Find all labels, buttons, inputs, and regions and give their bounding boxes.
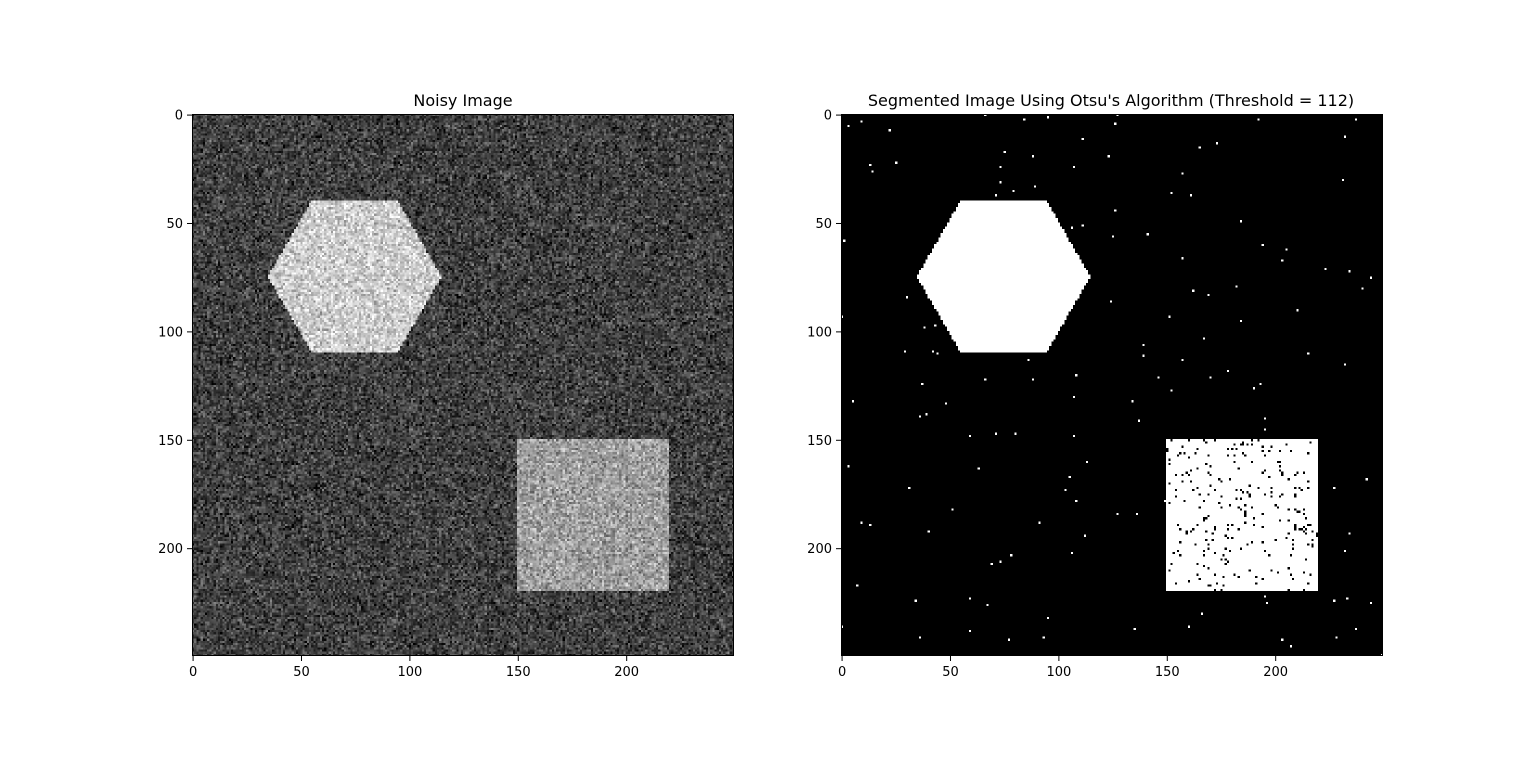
noisy-image-frame <box>192 114 734 656</box>
segmented-image-panel: Segmented Image Using Otsu's Algorithm (… <box>807 91 1383 680</box>
y-tick-label: 0 <box>175 109 183 124</box>
segmented-image-y-axis: 0 50 100 150 200 <box>807 109 841 557</box>
x-tick-label: 0 <box>838 665 846 680</box>
y-tick-label: 50 <box>166 217 183 232</box>
segmented-image-area <box>841 114 1383 656</box>
noisy-image-title: Noisy Image <box>413 91 512 110</box>
y-tick-label: 150 <box>807 434 832 449</box>
x-tick-label: 50 <box>942 665 959 680</box>
y-tick-label: 200 <box>158 542 183 557</box>
x-tick-label: 150 <box>1155 665 1180 680</box>
segmented-image-x-axis: 0 50 100 150 200 <box>838 656 1288 680</box>
y-tick-label: 100 <box>807 325 832 340</box>
x-tick-label: 0 <box>189 665 197 680</box>
y-tick-label: 50 <box>815 217 832 232</box>
segmented-image-frame <box>841 114 1383 656</box>
y-tick-label: 0 <box>824 109 832 124</box>
x-tick-label: 100 <box>1046 665 1071 680</box>
x-tick-label: 100 <box>397 665 422 680</box>
x-tick-label: 200 <box>1263 665 1288 680</box>
x-tick-label: 50 <box>293 665 310 680</box>
noisy-image-area <box>192 114 734 656</box>
segmented-image-title: Segmented Image Using Otsu's Algorithm (… <box>868 91 1354 110</box>
noisy-image-y-axis: 0 50 100 150 200 <box>158 109 192 557</box>
y-tick-label: 200 <box>807 542 832 557</box>
y-tick-label: 150 <box>158 434 183 449</box>
y-tick-label: 100 <box>158 325 183 340</box>
x-tick-label: 150 <box>506 665 531 680</box>
noisy-image-panel: Noisy Image 0 50 100 150 200 0 50 100 150 200 <box>158 91 734 680</box>
x-tick-label: 200 <box>614 665 639 680</box>
noisy-image-canvas <box>192 114 734 656</box>
noisy-image-x-axis: 0 50 100 150 200 <box>189 656 639 680</box>
segmented-image-canvas <box>841 114 1383 656</box>
